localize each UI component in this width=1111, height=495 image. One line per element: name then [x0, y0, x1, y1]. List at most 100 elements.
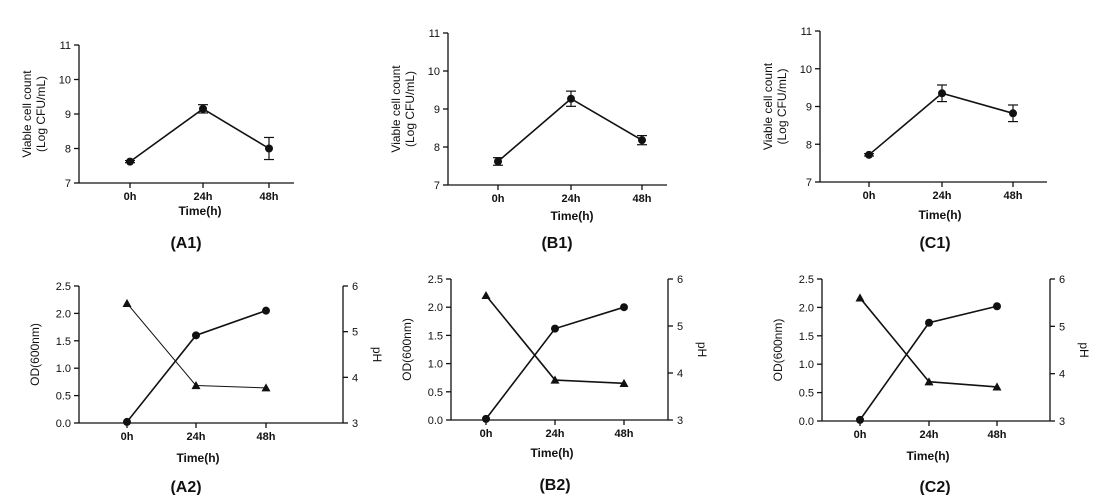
y-tick-label: 2.0: [56, 308, 71, 320]
x-tick-label: 0h: [124, 191, 137, 203]
data-point: [482, 414, 490, 423]
y-axis-label-units: (Log CFU/mL): [403, 71, 417, 147]
x-tick-label: 0h: [854, 429, 867, 441]
data-point: [993, 302, 1001, 311]
y-tick-label: 0.5: [56, 391, 71, 403]
y-right-tick-label: 5: [677, 321, 683, 333]
x-tick-label: 48h: [260, 191, 279, 203]
y-right-tick-label: 4: [1059, 369, 1065, 381]
data-point: [567, 94, 575, 103]
series-ph: [855, 293, 1002, 391]
x-axis-label: Time(h): [176, 451, 219, 465]
series-viable-count: [864, 84, 1018, 159]
data-point: [938, 89, 946, 98]
x-tick-label: 24h: [546, 428, 565, 440]
x-tick-label: 48h: [257, 431, 276, 443]
y-tick-label: 1.5: [428, 330, 443, 342]
y-tick-label: 2.5: [428, 274, 443, 286]
panel-label: (B1): [541, 235, 572, 252]
data-point-triangle: [191, 381, 201, 390]
y-axis-label-units: (Log CFU/mL): [775, 68, 789, 144]
y-tick-label: 0.5: [428, 387, 443, 399]
y-tick-label: 8: [806, 139, 812, 151]
x-tick-label: 24h: [920, 429, 939, 441]
y-tick-label: 9: [65, 109, 71, 121]
chart-b2: 0.0 0.5 1.0 1.5 2.0 2.5 0h 24h 48h Time(h) OD(600n…: [400, 274, 709, 494]
x-axis-label: Time(h): [906, 449, 949, 463]
x-axis-label: Time(h): [530, 446, 573, 460]
data-point: [262, 306, 270, 315]
data-point-triangle: [481, 290, 491, 300]
data-point: [551, 324, 559, 333]
y-tick-label: 8: [434, 142, 440, 154]
y-tick-label: 11: [801, 26, 812, 38]
y-axis-label: Viable cell count: [20, 70, 34, 158]
y-axis-right-label: pH: [370, 347, 384, 362]
y-tick-label: 11: [60, 40, 71, 52]
series-od: [856, 302, 1001, 424]
data-point-triangle: [855, 293, 865, 302]
x-tick-label: 24h: [933, 190, 952, 202]
data-point: [1009, 109, 1017, 118]
y-tick-label: 1.0: [799, 359, 814, 371]
y-axis-right-label: pH: [695, 342, 709, 357]
data-point: [192, 331, 200, 340]
x-tick-label: 48h: [615, 428, 634, 440]
panel-label: (C2): [919, 479, 950, 495]
y-tick-label: 2.5: [56, 281, 71, 293]
data-point: [856, 415, 864, 424]
data-point: [620, 303, 628, 312]
y-tick-label: 10: [59, 75, 71, 87]
x-axis-label: Time(h): [918, 208, 961, 222]
x-tick-label: 48h: [988, 429, 1007, 441]
panel-label: (A1): [170, 235, 201, 252]
y-tick-label: 7: [434, 180, 440, 192]
y-tick-label: 2.5: [799, 274, 814, 286]
series-viable-count: [493, 90, 647, 166]
y-tick-label: 2.0: [799, 302, 814, 314]
series-line: [485, 294, 625, 385]
y-axis-label: OD(600nm): [771, 319, 785, 382]
y-axis-label: OD(600nm): [400, 318, 414, 381]
y-tick-label: 0.0: [799, 416, 814, 428]
y-axis-label-units: (Log CFU/mL): [34, 76, 48, 152]
x-tick-label: 0h: [863, 190, 876, 202]
series-ph: [122, 298, 271, 392]
y-tick-label: 1.0: [428, 359, 443, 371]
panel-label: (C1): [919, 235, 950, 252]
y-tick-label: 0.5: [799, 388, 814, 400]
data-point: [638, 136, 646, 145]
y-right-tick-label: 6: [677, 274, 683, 286]
y-right-tick-label: 3: [1059, 416, 1065, 428]
y-tick-label: 7: [65, 178, 71, 190]
data-point: [123, 417, 131, 426]
y-tick-label: 1.0: [56, 363, 71, 375]
y-axis-label: Viable cell count: [761, 62, 775, 150]
y-tick-label: 8: [65, 144, 71, 156]
data-point: [925, 318, 933, 327]
chart-c2: 0.0 0.5 1.0 1.5 2.0 2.5 0h 24h 48h Time(h) OD(600n…: [771, 274, 1091, 495]
y-right-tick-label: 5: [1059, 321, 1065, 333]
data-point-triangle: [619, 378, 629, 387]
y-right-tick-label: 3: [352, 418, 358, 430]
y-axis-right-label: pH: [1077, 342, 1091, 357]
y-right-tick-label: 5: [352, 327, 358, 339]
x-axis-label: Time(h): [550, 209, 593, 223]
data-point-triangle: [122, 298, 132, 307]
series-od: [123, 306, 270, 426]
y-tick-label: 1.5: [56, 336, 71, 348]
series-od: [482, 303, 628, 423]
y-tick-label: 11: [429, 28, 440, 40]
y-tick-label: 0.0: [428, 415, 443, 427]
series-line: [126, 303, 267, 389]
y-tick-label: 10: [428, 66, 440, 78]
series-viable-count: [125, 104, 274, 166]
data-point-triangle: [924, 377, 934, 386]
series-line: [129, 107, 270, 163]
x-tick-label: 24h: [187, 431, 206, 443]
data-point: [494, 157, 502, 166]
